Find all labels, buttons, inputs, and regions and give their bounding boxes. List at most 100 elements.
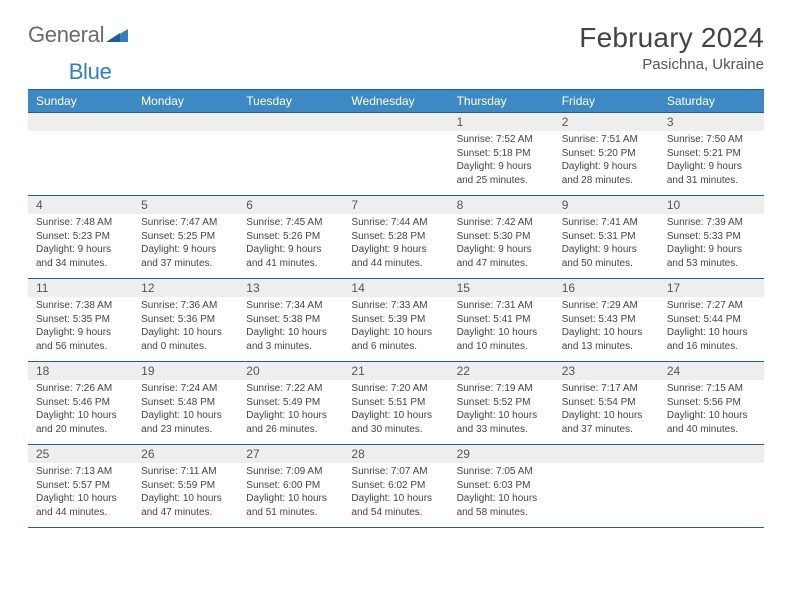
- day-number: 3: [659, 113, 764, 131]
- day-cell: Sunrise: 7:33 AMSunset: 5:39 PMDaylight:…: [343, 297, 448, 361]
- daylight-text: Daylight: 10 hours and 10 minutes.: [457, 326, 546, 353]
- day-cell: [28, 131, 133, 195]
- day-number: 26: [133, 445, 238, 463]
- day-cell: Sunrise: 7:41 AMSunset: 5:31 PMDaylight:…: [554, 214, 659, 278]
- daylight-text: Daylight: 10 hours and 23 minutes.: [141, 409, 230, 436]
- day-cell: Sunrise: 7:07 AMSunset: 6:02 PMDaylight:…: [343, 463, 448, 527]
- dayname-fri: Friday: [554, 90, 659, 112]
- day-number: 22: [449, 362, 554, 380]
- sunrise-text: Sunrise: 7:41 AM: [562, 216, 651, 230]
- day-cell: [343, 131, 448, 195]
- daylight-text: Daylight: 10 hours and 0 minutes.: [141, 326, 230, 353]
- day-number: 20: [238, 362, 343, 380]
- day-number: [133, 113, 238, 131]
- daylight-text: Daylight: 10 hours and 47 minutes.: [141, 492, 230, 519]
- sunrise-text: Sunrise: 7:31 AM: [457, 299, 546, 313]
- daylight-text: Daylight: 9 hours and 53 minutes.: [667, 243, 756, 270]
- sunset-text: Sunset: 5:43 PM: [562, 313, 651, 327]
- sunset-text: Sunset: 5:23 PM: [36, 230, 125, 244]
- day-cell: Sunrise: 7:19 AMSunset: 5:52 PMDaylight:…: [449, 380, 554, 444]
- day-cell: Sunrise: 7:27 AMSunset: 5:44 PMDaylight:…: [659, 297, 764, 361]
- daylight-text: Daylight: 9 hours and 56 minutes.: [36, 326, 125, 353]
- day-number: 9: [554, 196, 659, 214]
- sunset-text: Sunset: 5:28 PM: [351, 230, 440, 244]
- daylight-text: Daylight: 10 hours and 44 minutes.: [36, 492, 125, 519]
- daylight-text: Daylight: 10 hours and 3 minutes.: [246, 326, 335, 353]
- week-daynum-row: 2526272829: [28, 444, 764, 463]
- sunrise-text: Sunrise: 7:34 AM: [246, 299, 335, 313]
- day-cell: Sunrise: 7:39 AMSunset: 5:33 PMDaylight:…: [659, 214, 764, 278]
- day-cell: Sunrise: 7:09 AMSunset: 6:00 PMDaylight:…: [238, 463, 343, 527]
- day-number: 4: [28, 196, 133, 214]
- day-number: 7: [343, 196, 448, 214]
- logo-general: General: [28, 22, 104, 48]
- daylight-text: Daylight: 10 hours and 40 minutes.: [667, 409, 756, 436]
- daylight-text: Daylight: 10 hours and 54 minutes.: [351, 492, 440, 519]
- daylight-text: Daylight: 9 hours and 44 minutes.: [351, 243, 440, 270]
- sunset-text: Sunset: 5:57 PM: [36, 479, 125, 493]
- day-cell: Sunrise: 7:47 AMSunset: 5:25 PMDaylight:…: [133, 214, 238, 278]
- sunrise-text: Sunrise: 7:50 AM: [667, 133, 756, 147]
- sunset-text: Sunset: 5:36 PM: [141, 313, 230, 327]
- day-number: 21: [343, 362, 448, 380]
- week-daynum-row: 45678910: [28, 195, 764, 214]
- sunrise-text: Sunrise: 7:27 AM: [667, 299, 756, 313]
- week-daynum-row: 18192021222324: [28, 361, 764, 380]
- day-number: 1: [449, 113, 554, 131]
- day-number: 11: [28, 279, 133, 297]
- week-content-row: Sunrise: 7:48 AMSunset: 5:23 PMDaylight:…: [28, 214, 764, 278]
- day-cell: [659, 463, 764, 527]
- day-number: 6: [238, 196, 343, 214]
- location: Pasichna, Ukraine: [579, 56, 764, 73]
- sunrise-text: Sunrise: 7:38 AM: [36, 299, 125, 313]
- sunrise-text: Sunrise: 7:19 AM: [457, 382, 546, 396]
- daylight-text: Daylight: 10 hours and 20 minutes.: [36, 409, 125, 436]
- day-cell: Sunrise: 7:42 AMSunset: 5:30 PMDaylight:…: [449, 214, 554, 278]
- daylight-text: Daylight: 9 hours and 50 minutes.: [562, 243, 651, 270]
- daylight-text: Daylight: 10 hours and 51 minutes.: [246, 492, 335, 519]
- daylight-text: Daylight: 9 hours and 25 minutes.: [457, 160, 546, 187]
- day-cell: Sunrise: 7:24 AMSunset: 5:48 PMDaylight:…: [133, 380, 238, 444]
- day-cell: Sunrise: 7:17 AMSunset: 5:54 PMDaylight:…: [554, 380, 659, 444]
- sunset-text: Sunset: 5:38 PM: [246, 313, 335, 327]
- day-number: 14: [343, 279, 448, 297]
- sunset-text: Sunset: 5:39 PM: [351, 313, 440, 327]
- sunset-text: Sunset: 5:52 PM: [457, 396, 546, 410]
- week-content-row: Sunrise: 7:52 AMSunset: 5:18 PMDaylight:…: [28, 131, 764, 195]
- calendar-body: 123Sunrise: 7:52 AMSunset: 5:18 PMDaylig…: [28, 112, 764, 527]
- sunrise-text: Sunrise: 7:47 AM: [141, 216, 230, 230]
- day-cell: [554, 463, 659, 527]
- day-cell: Sunrise: 7:44 AMSunset: 5:28 PMDaylight:…: [343, 214, 448, 278]
- day-number: 25: [28, 445, 133, 463]
- day-number: 28: [343, 445, 448, 463]
- sunset-text: Sunset: 5:18 PM: [457, 147, 546, 161]
- sunrise-text: Sunrise: 7:07 AM: [351, 465, 440, 479]
- day-cell: Sunrise: 7:26 AMSunset: 5:46 PMDaylight:…: [28, 380, 133, 444]
- sunrise-text: Sunrise: 7:26 AM: [36, 382, 125, 396]
- daylight-text: Daylight: 10 hours and 26 minutes.: [246, 409, 335, 436]
- daylight-text: Daylight: 10 hours and 6 minutes.: [351, 326, 440, 353]
- daylight-text: Daylight: 10 hours and 30 minutes.: [351, 409, 440, 436]
- dayname-thu: Thursday: [449, 90, 554, 112]
- daylight-text: Daylight: 10 hours and 58 minutes.: [457, 492, 546, 519]
- sunrise-text: Sunrise: 7:42 AM: [457, 216, 546, 230]
- sunset-text: Sunset: 5:21 PM: [667, 147, 756, 161]
- sunrise-text: Sunrise: 7:22 AM: [246, 382, 335, 396]
- daylight-text: Daylight: 9 hours and 41 minutes.: [246, 243, 335, 270]
- sunrise-text: Sunrise: 7:20 AM: [351, 382, 440, 396]
- day-number: 8: [449, 196, 554, 214]
- sunset-text: Sunset: 6:02 PM: [351, 479, 440, 493]
- day-header-row: Sunday Monday Tuesday Wednesday Thursday…: [28, 90, 764, 112]
- day-cell: Sunrise: 7:05 AMSunset: 6:03 PMDaylight:…: [449, 463, 554, 527]
- sunrise-text: Sunrise: 7:52 AM: [457, 133, 546, 147]
- day-number: 29: [449, 445, 554, 463]
- sunrise-text: Sunrise: 7:29 AM: [562, 299, 651, 313]
- month-title: February 2024: [579, 22, 764, 54]
- logo: General: [28, 22, 128, 48]
- daylight-text: Daylight: 9 hours and 34 minutes.: [36, 243, 125, 270]
- sunrise-text: Sunrise: 7:09 AM: [246, 465, 335, 479]
- day-cell: Sunrise: 7:38 AMSunset: 5:35 PMDaylight:…: [28, 297, 133, 361]
- sunrise-text: Sunrise: 7:51 AM: [562, 133, 651, 147]
- daylight-text: Daylight: 9 hours and 47 minutes.: [457, 243, 546, 270]
- sunset-text: Sunset: 6:03 PM: [457, 479, 546, 493]
